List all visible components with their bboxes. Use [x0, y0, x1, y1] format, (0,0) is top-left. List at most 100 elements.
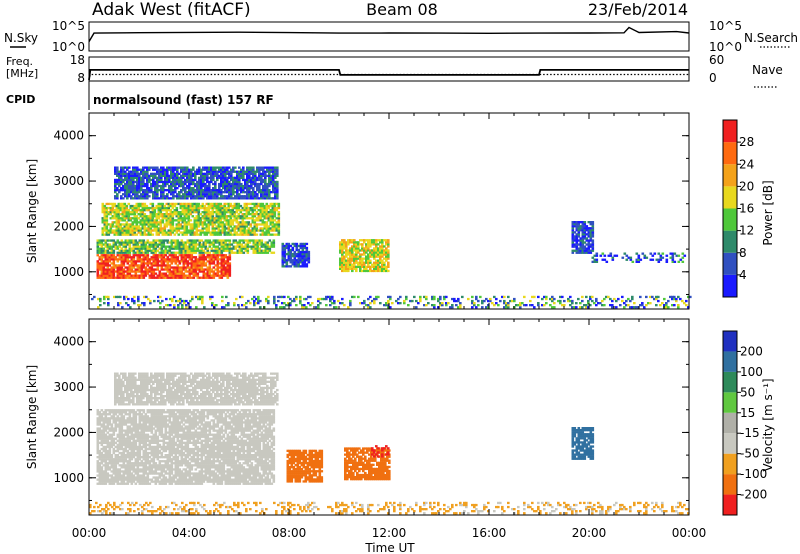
heatmap-cell — [127, 223, 131, 226]
heatmap-cell — [226, 272, 230, 275]
heatmap-cell — [106, 254, 110, 257]
heatmap-cell — [175, 229, 179, 232]
heatmap-cell — [160, 166, 163, 169]
heatmap-cell — [185, 213, 189, 216]
heatmap-cell — [150, 243, 154, 246]
heatmap-cell — [363, 249, 366, 252]
heatmap-cell — [228, 264, 232, 267]
heatmap-cell — [159, 204, 163, 208]
heatmap-cell — [123, 233, 127, 236]
heatmap-cell — [129, 217, 133, 220]
heatmap-cell — [359, 255, 362, 258]
heatmap-cell — [96, 241, 100, 244]
heatmap-cell — [237, 204, 241, 208]
heatmap-cell — [189, 233, 193, 236]
heatmap-cell — [385, 269, 388, 273]
heatmap-cell — [210, 191, 213, 194]
heatmap-cell — [170, 166, 173, 169]
heatmap-cell — [104, 276, 108, 279]
heatmap-cell — [198, 176, 201, 179]
heatmap-cell — [136, 178, 139, 182]
heatmap-cell — [227, 209, 231, 212]
heatmap-cell — [138, 247, 142, 250]
heatmap-cell — [459, 306, 462, 309]
heatmap-cell — [231, 233, 235, 236]
nave-label: Nave — [752, 63, 783, 77]
heatmap-cell — [190, 197, 193, 200]
heatmap-cell — [104, 425, 108, 428]
heatmap-cell — [132, 174, 135, 177]
heatmap-cell — [198, 243, 202, 246]
heatmap-cell — [237, 202, 241, 206]
heatmap-cell — [383, 245, 386, 248]
heatmap-cell — [577, 239, 581, 242]
heatmap-cell — [587, 221, 591, 224]
heatmap-cell — [347, 263, 350, 266]
heatmap-cell — [110, 254, 114, 257]
heatmap-cell — [213, 233, 217, 236]
heatmap-cell — [236, 187, 239, 190]
heatmap-cell — [136, 266, 140, 269]
heatmap-cell — [196, 268, 200, 271]
heatmap-cell — [102, 249, 106, 252]
heatmap-cell — [270, 245, 274, 248]
heatmap-cell — [675, 297, 678, 301]
heatmap-cell — [164, 251, 168, 254]
heatmap-cell — [148, 260, 152, 263]
heatmap-cell — [317, 304, 320, 307]
heatmap-cell — [359, 257, 362, 260]
heatmap-cell — [509, 299, 512, 303]
heatmap-cell — [214, 174, 217, 177]
heatmap-cell — [118, 266, 122, 269]
heatmap-cell — [220, 247, 224, 250]
heatmap-cell — [164, 254, 168, 257]
heatmap-cell — [277, 217, 281, 220]
heatmap-cell — [164, 174, 167, 177]
heatmap-cell — [252, 178, 255, 182]
heatmap-cell — [189, 204, 193, 208]
heatmap-cell — [206, 174, 209, 177]
heatmap-cell — [134, 172, 137, 175]
heatmap-cell — [188, 241, 192, 244]
heatmap-cell — [583, 227, 587, 230]
heatmap-cell — [100, 474, 104, 477]
heatmap-cell — [192, 270, 196, 273]
heatmap-cell — [433, 304, 436, 307]
heatmap-cell — [146, 262, 150, 265]
heatmap-cell — [254, 193, 257, 196]
heatmap-cell — [162, 260, 166, 263]
heatmap-cell — [160, 272, 164, 275]
heatmap-cell — [589, 235, 593, 238]
heatmap-cell — [243, 233, 247, 236]
heatmap-cell — [250, 191, 253, 194]
heatmap-cell — [257, 213, 261, 216]
heatmap-cell — [121, 229, 125, 232]
heatmap-cell — [305, 255, 309, 258]
heatmap-cell — [649, 295, 652, 299]
heatmap-cell — [132, 189, 135, 192]
heatmap-cell — [252, 170, 255, 173]
heatmap-cell — [375, 259, 378, 262]
heatmap-cell — [98, 251, 102, 254]
heatmap-cell — [211, 302, 214, 305]
heatmap-cell — [176, 168, 179, 171]
heatmap-cell — [525, 304, 528, 307]
heatmap-cell — [186, 256, 190, 259]
heatmap-cell — [641, 304, 644, 307]
heatmap-cell — [260, 180, 263, 184]
heatmap-cell — [363, 263, 366, 266]
heatmap-cell — [441, 302, 444, 305]
heatmap-cell — [181, 306, 184, 309]
heatmap-cell — [223, 211, 227, 214]
heatmap-cell — [198, 256, 202, 259]
heatmap-cell — [587, 245, 591, 248]
heatmap-cell — [138, 270, 142, 273]
heatmap-cell — [148, 274, 152, 277]
heatmap-cell — [237, 217, 241, 220]
heatmap-cell — [513, 297, 516, 301]
heatmap-cell — [102, 413, 106, 416]
heatmap-cell — [138, 176, 141, 179]
heatmap-cell — [108, 478, 112, 481]
heatmap-cell — [176, 187, 179, 190]
heatmap-cell — [635, 306, 638, 309]
